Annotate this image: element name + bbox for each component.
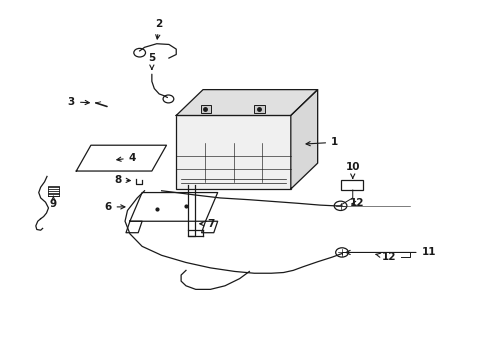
Text: 5: 5 xyxy=(148,53,155,69)
Text: 4: 4 xyxy=(117,153,136,163)
Polygon shape xyxy=(76,145,166,171)
Bar xyxy=(340,180,363,190)
Bar xyxy=(200,105,211,113)
Polygon shape xyxy=(290,90,317,189)
Text: 10: 10 xyxy=(345,162,359,178)
Bar xyxy=(176,116,290,189)
Bar xyxy=(254,105,264,113)
Text: 8: 8 xyxy=(114,175,130,185)
Polygon shape xyxy=(176,90,317,116)
Text: 12: 12 xyxy=(349,198,363,208)
Text: 3: 3 xyxy=(68,97,89,107)
Polygon shape xyxy=(126,221,142,233)
Text: 9: 9 xyxy=(50,197,57,210)
Polygon shape xyxy=(201,221,217,233)
Text: 12: 12 xyxy=(375,252,395,262)
Text: 2: 2 xyxy=(155,19,163,39)
Polygon shape xyxy=(130,193,217,221)
Text: 11: 11 xyxy=(346,247,435,257)
Text: 6: 6 xyxy=(104,202,124,212)
Text: 1: 1 xyxy=(305,138,338,147)
Text: 7: 7 xyxy=(200,219,215,229)
